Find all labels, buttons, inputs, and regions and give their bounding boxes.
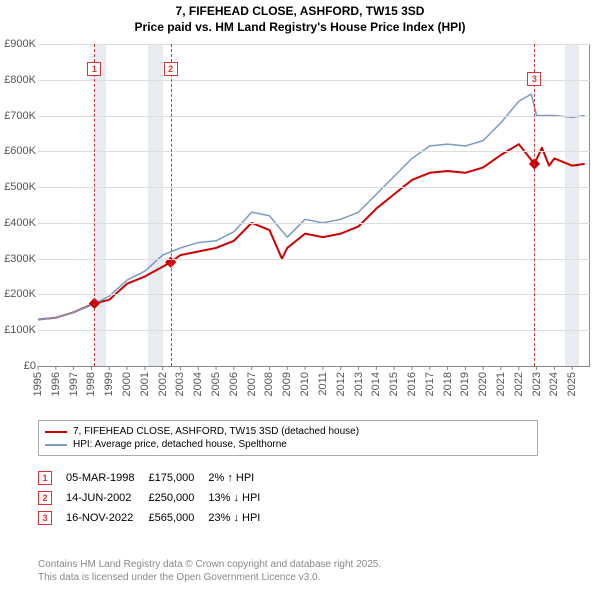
x-tick-label: 1996	[50, 372, 62, 396]
y-tick-label: £900K	[0, 38, 36, 50]
transactions-table: 1 05-MAR-1998£175,0002% HPI 2 14-JUN-2002£2…	[38, 468, 274, 528]
y-tick-label: £500K	[0, 181, 36, 193]
chart-title: 7, FIFEHEAD CLOSE, ASHFORD, TW15 3SD Pri…	[0, 0, 600, 35]
title-line2: Price paid vs. HM Land Registry's House …	[0, 20, 600, 36]
y-tick-label: £700K	[0, 110, 36, 122]
event-marker: 3	[527, 72, 541, 86]
transaction-delta: 2% HPI	[208, 468, 274, 488]
legend-box: 7, FIFEHEAD CLOSE, ASHFORD, TW15 3SD (de…	[38, 420, 538, 456]
legend-item: 7, FIFEHEAD CLOSE, ASHFORD, TW15 3SD (de…	[45, 425, 531, 438]
x-tick-label: 2018	[442, 372, 454, 396]
x-tick-label: 2002	[157, 372, 169, 396]
footer-line1: Contains HM Land Registry data © Crown c…	[38, 558, 381, 571]
y-tick-label: £200K	[0, 288, 36, 300]
plot-region: £0£100K£200K£300K£400K£500K£600K£700K£80…	[38, 44, 590, 366]
x-tick-label: 2015	[388, 372, 400, 396]
transaction-date: 14-JUN-2002	[66, 488, 148, 508]
event-marker: 1	[87, 62, 101, 76]
x-tick-label: 1995	[32, 372, 44, 396]
y-tick-label: £0	[0, 360, 36, 372]
x-tick-label: 2022	[513, 372, 525, 396]
transaction-marker: 1	[38, 471, 52, 485]
y-gridline	[38, 187, 590, 188]
x-tick-label: 2004	[192, 372, 204, 396]
transaction-price: £175,000	[148, 468, 208, 488]
transaction-delta: 13% HPI	[208, 488, 274, 508]
x-tick-label: 2019	[459, 372, 471, 396]
transaction-marker: 2	[38, 491, 52, 505]
x-tick-label: 2020	[477, 372, 489, 396]
y-tick-label: £800K	[0, 74, 36, 86]
transaction-delta: 23% HPI	[208, 508, 274, 528]
y-gridline	[38, 223, 590, 224]
event-line	[171, 44, 172, 366]
series-hpi	[38, 94, 585, 319]
x-tick-label: 2017	[424, 372, 436, 396]
x-tick-label: 2007	[246, 372, 258, 396]
y-tick-label: £100K	[0, 324, 36, 336]
y-gridline	[38, 366, 590, 367]
y-gridline	[38, 116, 590, 117]
transaction-row: 1 05-MAR-1998£175,0002% HPI	[38, 468, 274, 488]
footer-line2: This data is licensed under the Open Gov…	[38, 571, 381, 584]
legend-label: HPI: Average price, detached house, Spel…	[73, 439, 287, 450]
x-tick-label: 1998	[85, 372, 97, 396]
legend-swatch	[45, 431, 67, 433]
y-tick-label: £600K	[0, 145, 36, 157]
x-tick-label: 2025	[566, 372, 578, 396]
x-tick-label: 2024	[548, 372, 560, 396]
title-line1: 7, FIFEHEAD CLOSE, ASHFORD, TW15 3SD	[0, 4, 600, 20]
y-tick-label: £400K	[0, 217, 36, 229]
x-tick-label: 1997	[68, 372, 80, 396]
chart-area: £0£100K£200K£300K£400K£500K£600K£700K£80…	[38, 44, 590, 366]
x-tick-label: 2014	[370, 372, 382, 396]
y-gridline	[38, 259, 590, 260]
transaction-marker: 3	[38, 511, 52, 525]
transaction-price: £565,000	[148, 508, 208, 528]
x-tick-label: 2008	[263, 372, 275, 396]
y-gridline	[38, 80, 590, 81]
x-tick-label: 2009	[281, 372, 293, 396]
plot-svg	[38, 44, 590, 366]
x-tick-label: 2012	[335, 372, 347, 396]
footer-attribution: Contains HM Land Registry data © Crown c…	[38, 558, 381, 584]
x-tick-label: 2000	[121, 372, 133, 396]
legend-item: HPI: Average price, detached house, Spel…	[45, 438, 531, 451]
x-tick-label: 2023	[531, 372, 543, 396]
series-price_paid	[38, 144, 585, 319]
x-tick-label: 2016	[406, 372, 418, 396]
transaction-row: 2 14-JUN-2002£250,00013% HPI	[38, 488, 274, 508]
x-tick-label: 2001	[139, 372, 151, 396]
y-gridline	[38, 294, 590, 295]
legend-label: 7, FIFEHEAD CLOSE, ASHFORD, TW15 3SD (de…	[73, 426, 359, 437]
transaction-row: 3 16-NOV-2022£565,00023% HPI	[38, 508, 274, 528]
y-tick-label: £300K	[0, 253, 36, 265]
x-tick-label: 1999	[103, 372, 115, 396]
x-tick-label: 2003	[174, 372, 186, 396]
x-axis: 1995199619971998199920002001200220032004…	[38, 368, 590, 416]
x-tick-label: 2011	[317, 372, 329, 396]
x-tick-label: 2013	[353, 372, 365, 396]
event-line	[534, 44, 535, 366]
x-tick-label: 2005	[210, 372, 222, 396]
event-marker: 2	[164, 62, 178, 76]
transaction-price: £250,000	[148, 488, 208, 508]
transaction-date: 16-NOV-2022	[66, 508, 148, 528]
transaction-date: 05-MAR-1998	[66, 468, 148, 488]
event-line	[94, 44, 95, 366]
x-tick-label: 2006	[228, 372, 240, 396]
legend-swatch	[45, 444, 67, 446]
y-gridline	[38, 151, 590, 152]
y-gridline	[38, 44, 590, 45]
y-gridline	[38, 330, 590, 331]
x-tick-label: 2010	[299, 372, 311, 396]
x-tick-label: 2021	[495, 372, 507, 396]
